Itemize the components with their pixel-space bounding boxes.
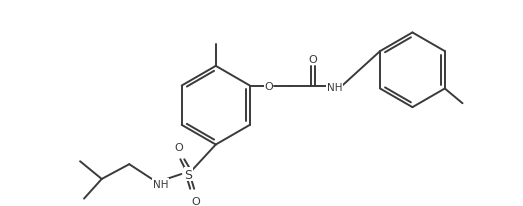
Text: O: O [192,196,200,206]
Text: O: O [264,81,273,91]
Text: O: O [309,55,317,65]
Text: S: S [184,168,192,181]
Text: NH: NH [327,83,342,93]
Text: O: O [174,143,183,153]
Text: NH: NH [153,179,168,189]
